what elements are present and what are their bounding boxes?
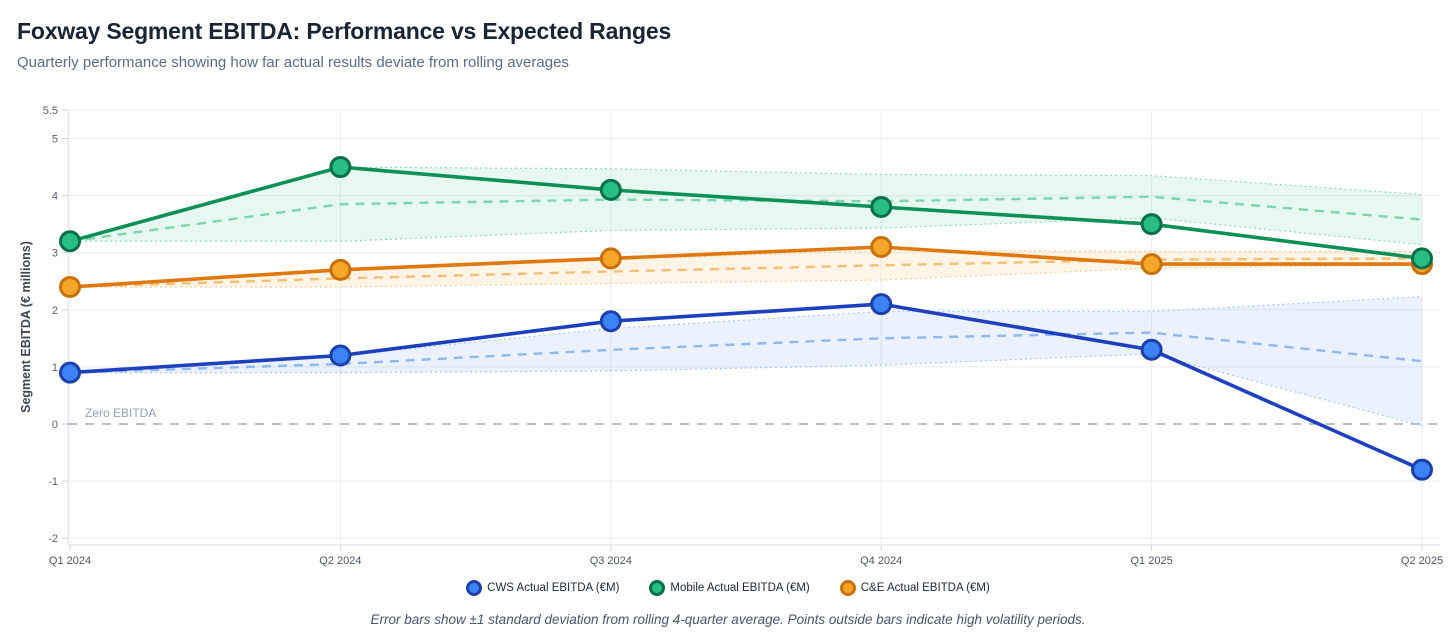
data-point-cws-5[interactable]: [1411, 458, 1433, 481]
y-tick-label: 2: [52, 305, 58, 317]
x-tick-label: Q1 2025: [1130, 555, 1172, 567]
data-point-cande-2[interactable]: [599, 247, 622, 270]
data-point-cws-1[interactable]: [329, 344, 352, 367]
y-tick-label: 5: [52, 134, 58, 146]
actual-line-cande: [68, 245, 1424, 289]
actual-line-mobile: [68, 165, 1424, 261]
data-point-mobile-3[interactable]: [870, 196, 893, 219]
data-point-mobile-1[interactable]: [329, 156, 352, 179]
y-tick-label: 4: [52, 191, 58, 203]
y-axis-title: Segment EBITDA (€ millions): [19, 241, 33, 413]
x-tick-label: Q3 2024: [590, 555, 632, 567]
data-point-cande-4[interactable]: [1140, 253, 1163, 276]
data-point-cws-3[interactable]: [870, 293, 893, 316]
legend-label-mobile: Mobile Actual EBITDA (€M): [670, 582, 810, 594]
legend-marker-mobile: [649, 580, 666, 596]
legend-label-cande: C&E Actual EBITDA (€M): [860, 582, 990, 594]
chart-header: Foxway Segment EBITDA: Performance vs Ex…: [0, 0, 1456, 77]
legend-item-cws[interactable]: CWS Actual EBITDA (€M): [466, 580, 619, 596]
points-cws: [59, 293, 1433, 481]
y-tick-label: 0: [52, 419, 58, 431]
legend-marker-cande: [839, 580, 856, 596]
data-point-cws-4[interactable]: [1140, 338, 1163, 361]
chart-legend: CWS Actual EBITDA (€M) Mobile Actual EBIT…: [0, 575, 1456, 601]
y-tick-label: 5.5: [43, 105, 58, 117]
legend-item-cande[interactable]: C&E Actual EBITDA (€M): [839, 580, 990, 596]
x-tick-label: Q1 2024: [49, 555, 91, 567]
x-tick-label: Q2 2024: [319, 555, 361, 567]
data-point-mobile-2[interactable]: [599, 178, 622, 201]
y-tick-label: 1: [52, 362, 58, 374]
y-tick-label: -1: [48, 476, 58, 488]
chart-subtitle: Quarterly performance showing how far ac…: [17, 54, 569, 71]
y-tick-label: -2: [48, 533, 58, 545]
data-point-mobile-5[interactable]: [1411, 247, 1433, 270]
actual-line-cws: [68, 302, 1424, 472]
ebitda-line-chart: 5.5 5 4 3 2 1 0 -1 -2 Q1 2024 Q2 2024 Q3 2024 Q4 202…: [19, 105, 1443, 567]
legend-item-mobile[interactable]: Mobile Actual EBITDA (€M): [649, 580, 810, 596]
legend-marker-cws: [466, 580, 483, 596]
points-mobile: [59, 156, 1433, 270]
y-grid: 5.5 5 4 3 2 1 0 -1 -2: [43, 105, 1440, 545]
data-point-cws-0[interactable]: [59, 361, 81, 384]
chart-title: Foxway Segment EBITDA: Performance vs Ex…: [17, 18, 672, 44]
data-point-cande-1[interactable]: [329, 258, 352, 281]
chart-footnote: Error bars show ±1 standard deviation fr…: [370, 612, 1086, 627]
rolling-avg-line-cws: [69, 331, 1423, 374]
y-tick-label: 3: [52, 248, 58, 260]
x-tick-label: Q2 2025: [1401, 555, 1443, 567]
data-point-cande-0[interactable]: [59, 275, 81, 298]
rolling-avg-line-cande: [69, 257, 1423, 289]
data-point-cande-3[interactable]: [870, 235, 893, 258]
data-point-mobile-0[interactable]: [59, 230, 81, 253]
legend-label-cws: CWS Actual EBITDA (€M): [487, 582, 620, 594]
data-point-cws-2[interactable]: [599, 310, 622, 333]
band-mobile: [69, 166, 1423, 246]
x-tick-label: Q4 2024: [860, 555, 902, 567]
rolling-avg-line-mobile: [69, 195, 1423, 243]
zero-ebitda-label: Zero EBITDA: [85, 406, 156, 420]
data-point-mobile-4[interactable]: [1140, 213, 1163, 236]
